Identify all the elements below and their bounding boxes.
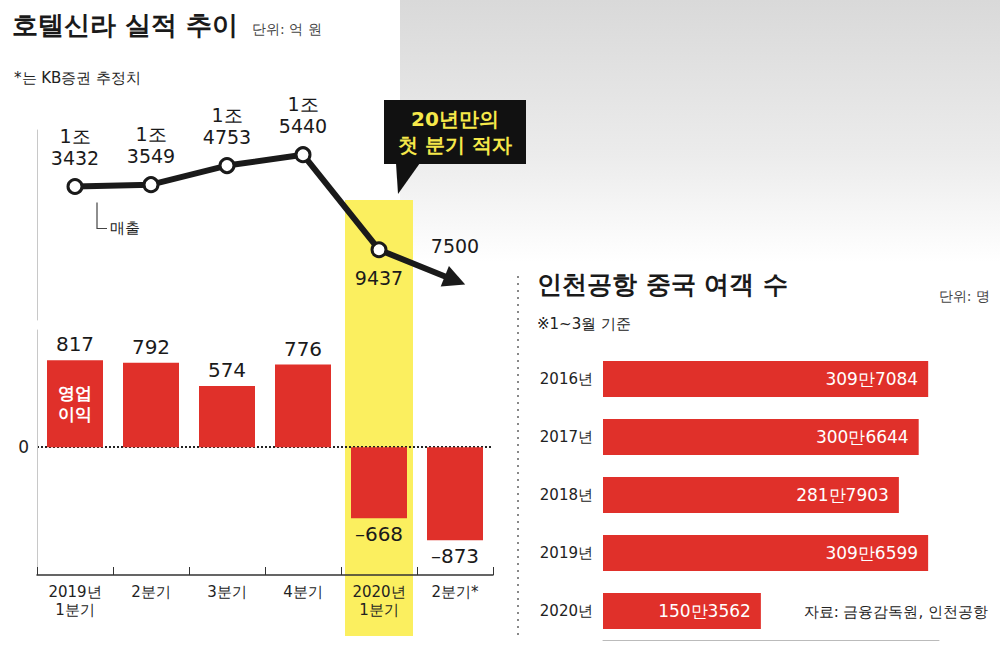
- svg-text:2020년: 2020년: [352, 583, 405, 601]
- svg-text:2016년: 2016년: [540, 370, 593, 388]
- svg-text:300만6644: 300만6644: [816, 427, 909, 447]
- svg-text:영업: 영업: [58, 383, 92, 403]
- svg-text:–873: –873: [431, 544, 479, 568]
- svg-text:–668: –668: [355, 522, 403, 546]
- svg-text:단위: 명: 단위: 명: [939, 288, 990, 304]
- svg-text:792: 792: [132, 335, 170, 359]
- svg-text:1분기: 1분기: [359, 601, 399, 619]
- svg-text:2020년: 2020년: [540, 602, 593, 620]
- svg-text:이익: 이익: [58, 404, 92, 424]
- svg-text:1조: 1조: [211, 104, 242, 126]
- svg-text:9437: 9437: [355, 267, 403, 289]
- svg-text:2분기: 2분기: [131, 583, 171, 601]
- svg-text:574: 574: [208, 358, 246, 382]
- svg-text:3432: 3432: [51, 147, 99, 169]
- svg-text:4분기: 4분기: [283, 583, 323, 601]
- svg-text:매출: 매출: [110, 219, 140, 237]
- svg-text:4753: 4753: [203, 126, 251, 148]
- svg-text:817: 817: [56, 332, 94, 356]
- svg-text:2019년: 2019년: [48, 583, 101, 601]
- svg-text:※1~3월 기준: ※1~3월 기준: [537, 315, 631, 333]
- svg-text:2018년: 2018년: [540, 486, 593, 504]
- svg-text:2019년: 2019년: [540, 544, 593, 562]
- svg-text:7500: 7500: [431, 235, 479, 257]
- svg-text:0: 0: [18, 437, 29, 457]
- svg-text:1조: 1조: [287, 93, 318, 115]
- svg-text:첫 분기 적자: 첫 분기 적자: [398, 133, 512, 157]
- svg-text:3549: 3549: [127, 145, 175, 167]
- svg-text:단위: 억 원: 단위: 억 원: [252, 21, 322, 37]
- svg-text:3분기: 3분기: [207, 583, 247, 601]
- svg-text:1조: 1조: [135, 123, 166, 145]
- svg-text:자료: 금융감독원, 인천공항: 자료: 금융감독원, 인천공항: [804, 603, 988, 621]
- svg-text:309만7084: 309만7084: [825, 369, 918, 389]
- svg-text:309만6599: 309만6599: [825, 543, 918, 563]
- svg-text:150만3562: 150만3562: [658, 601, 751, 621]
- svg-text:호텔신라 실적 추이: 호텔신라 실적 추이: [12, 10, 238, 40]
- svg-text:20년만의: 20년만의: [411, 107, 499, 131]
- svg-text:1분기: 1분기: [55, 601, 95, 619]
- svg-text:*는 KB증권 추정치: *는 KB증권 추정치: [14, 69, 141, 87]
- svg-text:인천공항 중국 여객 수: 인천공항 중국 여객 수: [537, 270, 788, 299]
- svg-text:1조: 1조: [59, 125, 90, 147]
- svg-text:2017년: 2017년: [540, 428, 593, 446]
- svg-text:2분기*: 2분기*: [431, 583, 479, 601]
- svg-text:776: 776: [284, 337, 322, 361]
- svg-text:281만7903: 281만7903: [796, 485, 889, 505]
- svg-text:5440: 5440: [279, 115, 327, 137]
